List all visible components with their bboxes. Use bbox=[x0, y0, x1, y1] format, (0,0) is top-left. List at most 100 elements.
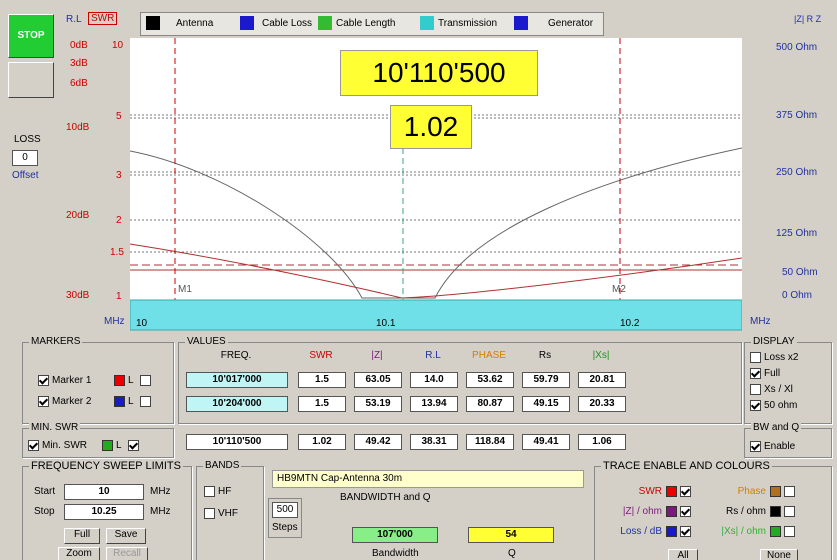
freq-tick: 10 bbox=[136, 318, 148, 329]
sweep-group: FREQUENCY SWEEP LIMITS bbox=[22, 460, 192, 560]
swr-tick: 3 bbox=[116, 170, 122, 181]
checkbox[interactable] bbox=[680, 526, 691, 537]
icon bbox=[420, 16, 434, 30]
value-cell: 49.15 bbox=[522, 396, 570, 412]
all-button[interactable]: All bbox=[668, 549, 698, 560]
markers-group: MARKERS bbox=[22, 336, 174, 424]
checkbox[interactable] bbox=[750, 368, 761, 379]
unit-label: MHz bbox=[750, 316, 771, 327]
note[interactable]: HB9MTN Cap-Antenna 30m bbox=[272, 470, 584, 488]
value-cell: 80.87 bbox=[466, 396, 514, 412]
toolbar-button[interactable]: Antenna bbox=[176, 18, 214, 29]
value-cell: 59.79 bbox=[522, 372, 570, 388]
checkbox[interactable] bbox=[204, 508, 215, 519]
start-label: Start bbox=[34, 486, 56, 497]
loss-label: LOSS bbox=[14, 134, 41, 145]
rl-label: R.L bbox=[66, 14, 82, 25]
checkbox[interactable] bbox=[680, 506, 691, 517]
save-button[interactable]: Save bbox=[106, 528, 146, 544]
display-label: Loss x2 bbox=[764, 352, 799, 363]
column-header: Rs bbox=[538, 350, 552, 361]
steps-input[interactable]: 500 bbox=[272, 502, 298, 518]
value-cell: 14.0 bbox=[410, 372, 458, 388]
icon bbox=[514, 16, 528, 30]
group-title: BW and Q bbox=[751, 422, 802, 433]
trace-label: |Xs| / ohm bbox=[721, 526, 766, 537]
bands-group: BANDS bbox=[196, 460, 264, 560]
value-cell: 1.06 bbox=[578, 434, 626, 450]
loss-input[interactable]: 0 bbox=[12, 150, 38, 166]
l-label: L bbox=[128, 396, 134, 407]
column-header: FREQ. bbox=[220, 350, 252, 361]
checkbox[interactable] bbox=[750, 441, 761, 452]
db-label: 0dB bbox=[70, 40, 88, 51]
group-title: FREQUENCY SWEEP LIMITS bbox=[29, 460, 183, 472]
db-label: 10dB bbox=[66, 122, 90, 133]
checkbox[interactable] bbox=[750, 384, 761, 395]
unit-label: MHz bbox=[150, 486, 171, 497]
checkbox[interactable] bbox=[750, 352, 761, 363]
marker-label: M2 bbox=[612, 284, 626, 295]
checkbox[interactable] bbox=[784, 486, 795, 497]
checkbox[interactable] bbox=[28, 440, 39, 451]
bandwidth-label: Bandwidth bbox=[372, 548, 419, 559]
checkbox[interactable] bbox=[140, 375, 151, 386]
toolbar-button[interactable]: Transmission bbox=[438, 18, 498, 29]
value-cell: 20.81 bbox=[578, 372, 626, 388]
toolbar-button[interactable]: Cable Loss bbox=[262, 18, 313, 29]
swatch bbox=[102, 440, 113, 451]
checkbox[interactable] bbox=[680, 486, 691, 497]
stop-button[interactable]: STOP bbox=[8, 14, 54, 58]
none-button[interactable]: None bbox=[760, 549, 798, 560]
toolbar-button[interactable]: Cable Length bbox=[336, 18, 396, 29]
value-cell: 53.19 bbox=[354, 396, 402, 412]
value-cell: 20.33 bbox=[578, 396, 626, 412]
ohm-label: 500 Ohm bbox=[776, 42, 818, 53]
zoom-button[interactable]: Zoom bbox=[58, 547, 100, 560]
swatch bbox=[770, 506, 781, 517]
stop-label: Stop bbox=[34, 506, 55, 517]
full-button[interactable]: Full bbox=[64, 528, 100, 544]
band-label: HF bbox=[218, 486, 232, 497]
checkbox[interactable] bbox=[38, 396, 49, 407]
freq-tick: 10.1 bbox=[376, 318, 396, 329]
db-label: 30dB bbox=[66, 290, 90, 301]
unit-label: MHz bbox=[150, 506, 171, 517]
checkbox[interactable] bbox=[784, 506, 795, 517]
swatch bbox=[114, 375, 125, 386]
swr-tick: 10 bbox=[112, 40, 124, 51]
swatch bbox=[666, 486, 677, 497]
recall-button[interactable]: Recall bbox=[106, 547, 148, 560]
toolbar-button[interactable]: Generator bbox=[548, 18, 594, 29]
freq-strip bbox=[130, 299, 742, 331]
checkbox[interactable] bbox=[38, 375, 49, 386]
checkbox[interactable] bbox=[750, 400, 761, 411]
db-label: 20dB bbox=[66, 210, 90, 221]
swatch bbox=[666, 526, 677, 537]
band-label: VHF bbox=[218, 508, 238, 519]
checkbox[interactable] bbox=[784, 526, 795, 537]
swr-trace bbox=[130, 243, 742, 299]
column-header: R.L bbox=[425, 350, 441, 361]
db-label: 6dB bbox=[70, 78, 88, 89]
start-input[interactable]: 10 bbox=[64, 484, 144, 500]
swr-readout: 1.02 bbox=[390, 105, 472, 149]
trace-label: Rs / ohm bbox=[725, 506, 766, 517]
value-cell: 49.42 bbox=[354, 434, 402, 450]
checkbox[interactable] bbox=[140, 396, 151, 407]
stop-input[interactable]: 10.25 bbox=[64, 504, 144, 520]
icon bbox=[146, 16, 160, 30]
trace-label: Phase bbox=[737, 486, 766, 497]
checkbox[interactable] bbox=[204, 486, 215, 497]
steps-label: Steps bbox=[272, 522, 298, 533]
value-cell: 118.84 bbox=[466, 434, 514, 450]
value-cell: 53.62 bbox=[466, 372, 514, 388]
checkbox[interactable] bbox=[128, 440, 139, 451]
unit-label: MHz bbox=[104, 316, 125, 327]
swr-label[interactable]: SWR bbox=[88, 12, 118, 25]
group-title: MARKERS bbox=[29, 336, 83, 347]
value-cell: 63.05 bbox=[354, 372, 402, 388]
min-swr-group: MIN. SWR bbox=[22, 422, 174, 458]
group-title: DISPLAY bbox=[751, 336, 797, 347]
